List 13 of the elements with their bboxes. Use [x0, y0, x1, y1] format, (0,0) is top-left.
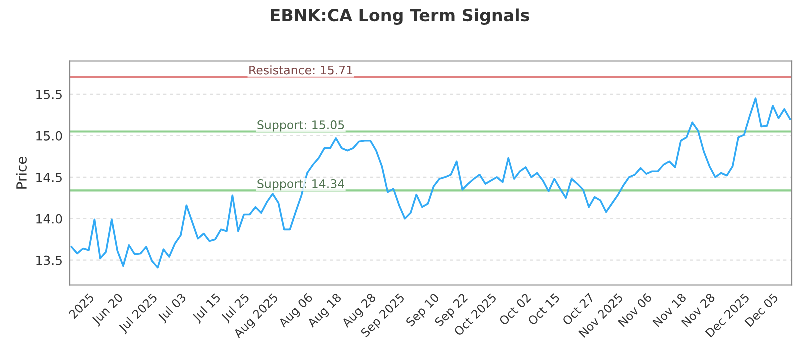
y-tick-label: 13.5 — [36, 256, 62, 266]
y-tick-label: 15.5 — [36, 90, 62, 100]
ref-line-label: Support: 14.34 — [258, 179, 344, 191]
line-series — [70, 98, 792, 269]
chart-title: EBNK:CA Long Term Signals — [271, 8, 530, 26]
ref-line-label: Resistance: 15.71 — [250, 66, 353, 75]
y-tick-label: 15.0 — [36, 131, 62, 141]
y-tick-label: 14.5 — [36, 173, 62, 182]
y-axis-title: Price — [16, 157, 27, 189]
x-tick-label: Jul 03 — [157, 292, 188, 324]
y-tick-label: 14.0 — [36, 214, 62, 224]
ref-line-label: Support: 15.05 — [258, 120, 344, 132]
x-tick-label: Jul 15 — [192, 292, 223, 324]
